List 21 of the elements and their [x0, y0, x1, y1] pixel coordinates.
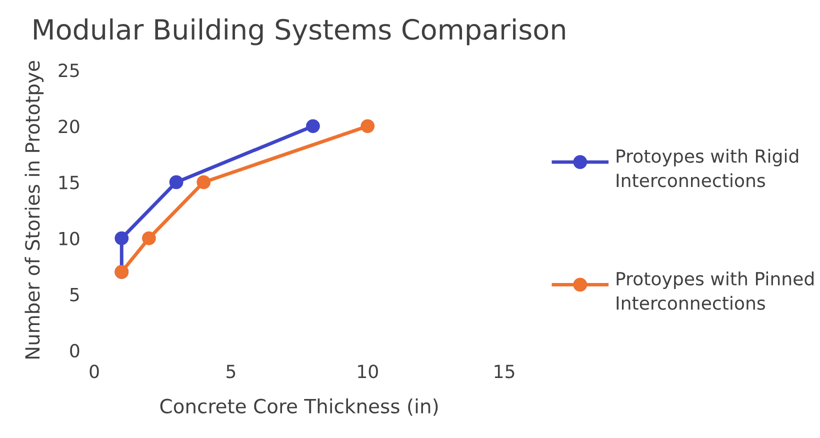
chart-title: Modular Building Systems Comparison [34, 18, 565, 46]
x-tick-label: 0 [90, 364, 99, 378]
y-tick-label: 20 [58, 120, 80, 134]
y-tick-label: 5 [70, 288, 79, 302]
x-tick-label: 15 [494, 364, 514, 378]
legend-label: Protoypes with Rigid Interconnections [616, 148, 798, 188]
y-tick-label: 25 [58, 64, 79, 78]
point [306, 119, 320, 134]
legend-label: Protoypes with Pinned Interconnections [616, 272, 814, 310]
y-tick-label: 15 [59, 176, 79, 190]
x-tick-label: 10 [358, 364, 378, 378]
point [360, 119, 375, 134]
x-axis-title: Concrete Core Thickness (in) [160, 398, 438, 416]
point [142, 231, 156, 246]
point [169, 175, 184, 190]
y-tick-label: 10 [59, 232, 80, 246]
point [114, 231, 129, 246]
y-axis-title: Number of Stories in Prototpye [24, 61, 44, 359]
point [196, 175, 211, 190]
y-tick-label: 0 [70, 344, 80, 358]
x-tick-label: 5 [226, 364, 236, 378]
